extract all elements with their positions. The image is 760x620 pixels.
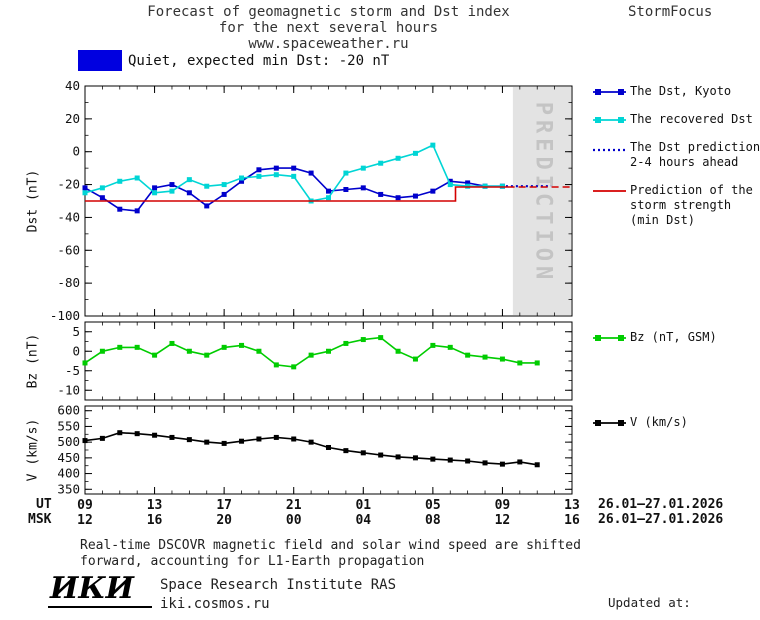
spaceweather-link[interactable]: www.spaceweather.ru [248,36,409,52]
ut-tick-label: 13 [147,498,163,513]
v-axis-label: V (km/s) [25,418,41,482]
legend-dst-kyoto: The Dst, Kyoto [630,84,732,98]
y-tick-label: -60 [57,242,80,257]
title-line-1: Forecast of geomagnetic storm and Dst in… [147,4,510,20]
msk-tick-label: 16 [564,513,580,528]
y-tick-label: 600 [57,403,80,418]
ut-tick-label: 17 [216,498,232,513]
iki-site-link[interactable]: iki.cosmos.ru [160,596,270,612]
msk-tick-label: 00 [286,513,302,528]
ut-tick-label: 09 [495,498,511,513]
ut-daterange: 26.01–27.01.2026 [598,497,724,512]
msk-tick-label: 04 [355,513,371,528]
updated-block: Updated at: UT 09:05, 27.01.2026 MSK 12:… [590,562,748,620]
iki-logo: ИКИ [48,574,152,608]
dst-plot: PREDICTION 40 20 0 -20 -40 -60 -80 -100 [50,78,573,323]
legend-line: Prediction of the [630,183,753,197]
brand-label: StormFocus [628,4,713,20]
y-tick-label: 500 [57,434,80,449]
updated-label: Updated at: [608,595,691,610]
institute-site: iki.cosmos.ru [160,596,270,612]
footer-note: Real-time DSCOVR magnetic field and sola… [80,538,581,570]
ut-tick-label: 05 [425,498,441,513]
y-tick-label: 20 [65,111,80,126]
msk-tick-label: 12 [495,513,511,528]
legend-dst-prediction: The Dst prediction 2-4 hours ahead [630,140,760,170]
y-tick-label: -20 [57,177,80,192]
prediction-band-label: PREDICTION [530,102,555,284]
y-tick-label: 450 [57,450,80,465]
y-tick-label: 400 [57,466,80,481]
bz-plot: 5 0 -5 -10 [57,321,573,401]
y-tick-label: -100 [50,308,80,323]
bz-axis-label: Bz (nT) [25,333,41,389]
legend-line: 2-4 hours ahead [630,155,739,169]
legend-line: The Dst prediction [630,140,760,154]
msk-tick-label: 08 [425,513,441,528]
plot-border [84,405,573,495]
legend-storm-strength: Prediction of the storm strength (min Ds… [630,183,753,228]
y-tick-label: -80 [57,275,80,290]
footer-note-line-1: Real-time DSCOVR magnetic field and sola… [80,538,581,553]
series-storm [85,186,508,202]
msk-tick-label: 16 [147,513,163,528]
y-tick-label: 0 [72,144,80,159]
msk-row-label: MSK [28,512,52,527]
title-line-3: www.spaceweather.ru [85,36,572,52]
ut-tick-label: 21 [286,498,302,513]
y-tick-label: 40 [65,78,80,93]
legend-line: (min Dst) [630,213,696,227]
institute-name: Space Research Institute RAS [160,577,397,593]
legend-bz: Bz (nT, GSM) [630,330,717,344]
status-text: Quiet, expected min Dst: -20 nT [128,53,390,69]
y-tick-label: 5 [72,324,80,339]
ut-tick-label: 01 [355,498,371,513]
page-title: Forecast of geomagnetic storm and Dst in… [85,4,572,52]
y-tick-label: 0 [72,343,80,358]
series-bz [84,336,538,368]
title-line-2: for the next several hours [218,20,439,36]
y-tick-label: -5 [65,363,80,378]
ut-row-label: UT [36,497,52,512]
plot-border [84,321,573,401]
ut-tick-label: 13 [564,498,580,513]
ut-tick-label: 09 [77,498,93,513]
dst-axis-label: Dst (nT) [25,169,41,233]
y-tick-label: 550 [57,418,80,433]
y-tick-label: -40 [57,209,80,224]
y-tick-label: 350 [57,481,80,496]
prediction-band [512,87,571,315]
legend-line: storm strength [630,198,732,212]
legend-recovered: The recovered Dst [630,112,753,126]
quiet-level-swatch [78,50,122,71]
legend-v: V (km/s) [630,415,688,429]
msk-daterange: 26.01–27.01.2026 [598,512,724,527]
series-recovered [84,144,503,202]
y-tick-label: -10 [57,382,80,397]
msk-tick-label: 20 [216,513,232,528]
footer-note-line-2: forward, accounting for L1-Earth propaga… [80,554,425,569]
msk-tick-label: 12 [77,513,93,528]
